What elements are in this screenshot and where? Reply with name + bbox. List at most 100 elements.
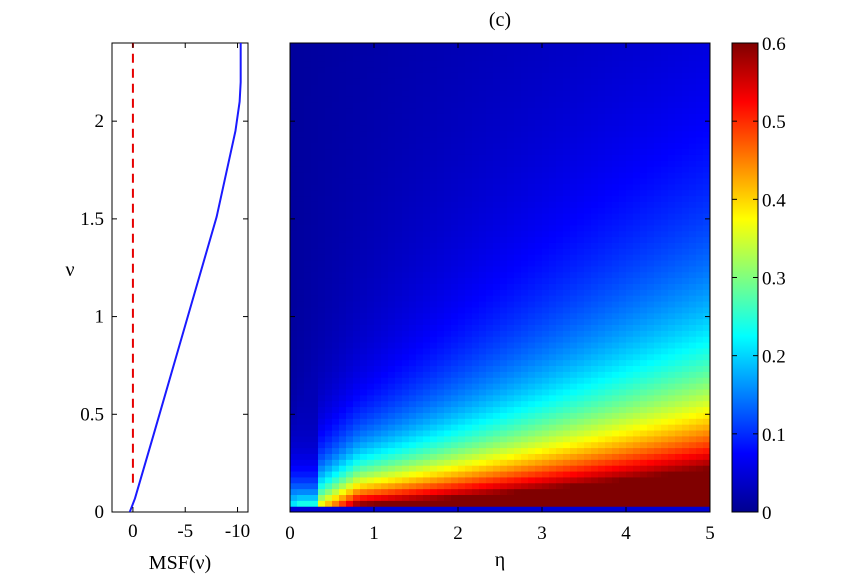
heatmap-cell [570,482,578,490]
heatmap-cell [297,177,305,185]
heatmap-cell [388,476,396,484]
heatmap-cell [486,359,494,367]
heatmap-cell [605,324,613,331]
heatmap-cell [430,424,438,431]
heatmap-cell [374,142,382,150]
heatmap-cell [346,171,354,179]
heatmap-cell [577,441,585,449]
heatmap-cell [388,259,396,267]
heatmap-cell [514,400,522,408]
heatmap-cell [696,377,704,384]
heatmap-cell [395,72,403,79]
heatmap-cell [444,400,452,408]
heatmap-cell [409,412,417,419]
heatmap-cell [612,130,620,138]
heatmap-cell [451,195,459,202]
heatmap-cell [395,424,403,431]
heatmap-cell [304,383,312,390]
heatmap-cell [395,377,403,384]
heatmap-cell [332,130,340,138]
heatmap-cell [409,72,417,79]
heatmap-cell [535,171,543,179]
heatmap-cell [458,312,466,320]
heatmap-cell [353,213,361,220]
heatmap-cell [647,218,655,226]
heatmap-cell [381,259,389,267]
heatmap-cell [668,136,676,144]
heatmap-cell [605,447,613,454]
heatmap-cell [381,218,389,226]
heatmap-cell [290,383,298,390]
heatmap-cell [535,101,543,109]
heatmap-cell [297,500,305,507]
heatmap-cell [297,336,305,343]
heatmap-cell [479,488,487,496]
heatmap-cell [388,242,396,249]
heatmap-cell [549,189,557,197]
heatmap-cell [423,295,431,302]
heatmap-cell [668,500,676,507]
heatmap-cell [584,207,592,214]
heatmap-cell [612,78,620,85]
heatmap-cell [367,78,375,85]
heatmap-cell [423,171,431,179]
heatmap-cell [325,207,333,214]
heatmap-cell [346,213,354,220]
heatmap-cell [640,482,648,490]
heatmap-cell [542,84,550,91]
heatmap-cell [416,166,424,173]
heatmap-cell [689,113,697,120]
heatmap-cell [381,400,389,408]
left-x-tick-label: 0 [128,521,138,542]
heatmap-cell [689,377,697,384]
heatmap-cell [633,424,641,431]
heatmap-cell [668,113,676,120]
heatmap-cell [668,506,676,512]
heatmap-cell [535,154,543,161]
heatmap-cell [353,136,361,144]
heatmap-cell [325,230,333,238]
heatmap-cell [549,201,557,208]
heatmap-cell [374,506,382,512]
heatmap-cell [675,312,683,320]
heatmap-cell [549,183,557,191]
heatmap-cell [591,353,599,361]
heatmap-cell [668,383,676,390]
heatmap-cell [591,330,599,337]
heatmap-cell [668,488,676,496]
heatmap-cell [626,154,634,161]
heatmap-cell [409,406,417,413]
heatmap-cell [472,324,480,331]
heatmap-cell [486,400,494,408]
heatmap-cell [563,142,571,150]
heatmap-cell [549,330,557,337]
heatmap-cell [318,295,326,302]
heatmap-cell [311,300,319,308]
heatmap-cell [430,412,438,419]
heatmap-cell [402,447,410,454]
heatmap-cell [556,148,564,155]
heatmap-cell [451,224,459,232]
heatmap-cell [521,482,529,490]
heatmap-cell [521,377,529,384]
heatmap-cell [458,365,466,372]
heatmap-cell [367,371,375,378]
heatmap-cell [661,177,669,185]
heatmap-cell [325,119,333,126]
heatmap-cell [451,300,459,308]
heatmap-cell [325,259,333,267]
heatmap-cell [570,254,578,261]
heatmap-cell [346,324,354,331]
heatmap-cell [577,166,585,173]
heatmap-cell [416,400,424,408]
heatmap-cell [668,406,676,413]
heatmap-cell [549,429,557,437]
heatmap-cell [437,183,445,191]
heatmap-cell [633,300,641,308]
heatmap-cell [304,289,312,296]
heatmap-cell [353,482,361,490]
heatmap-cell [675,265,683,273]
heatmap-cell [339,336,347,343]
heatmap-cell [388,400,396,408]
heatmap-cell [430,207,438,214]
